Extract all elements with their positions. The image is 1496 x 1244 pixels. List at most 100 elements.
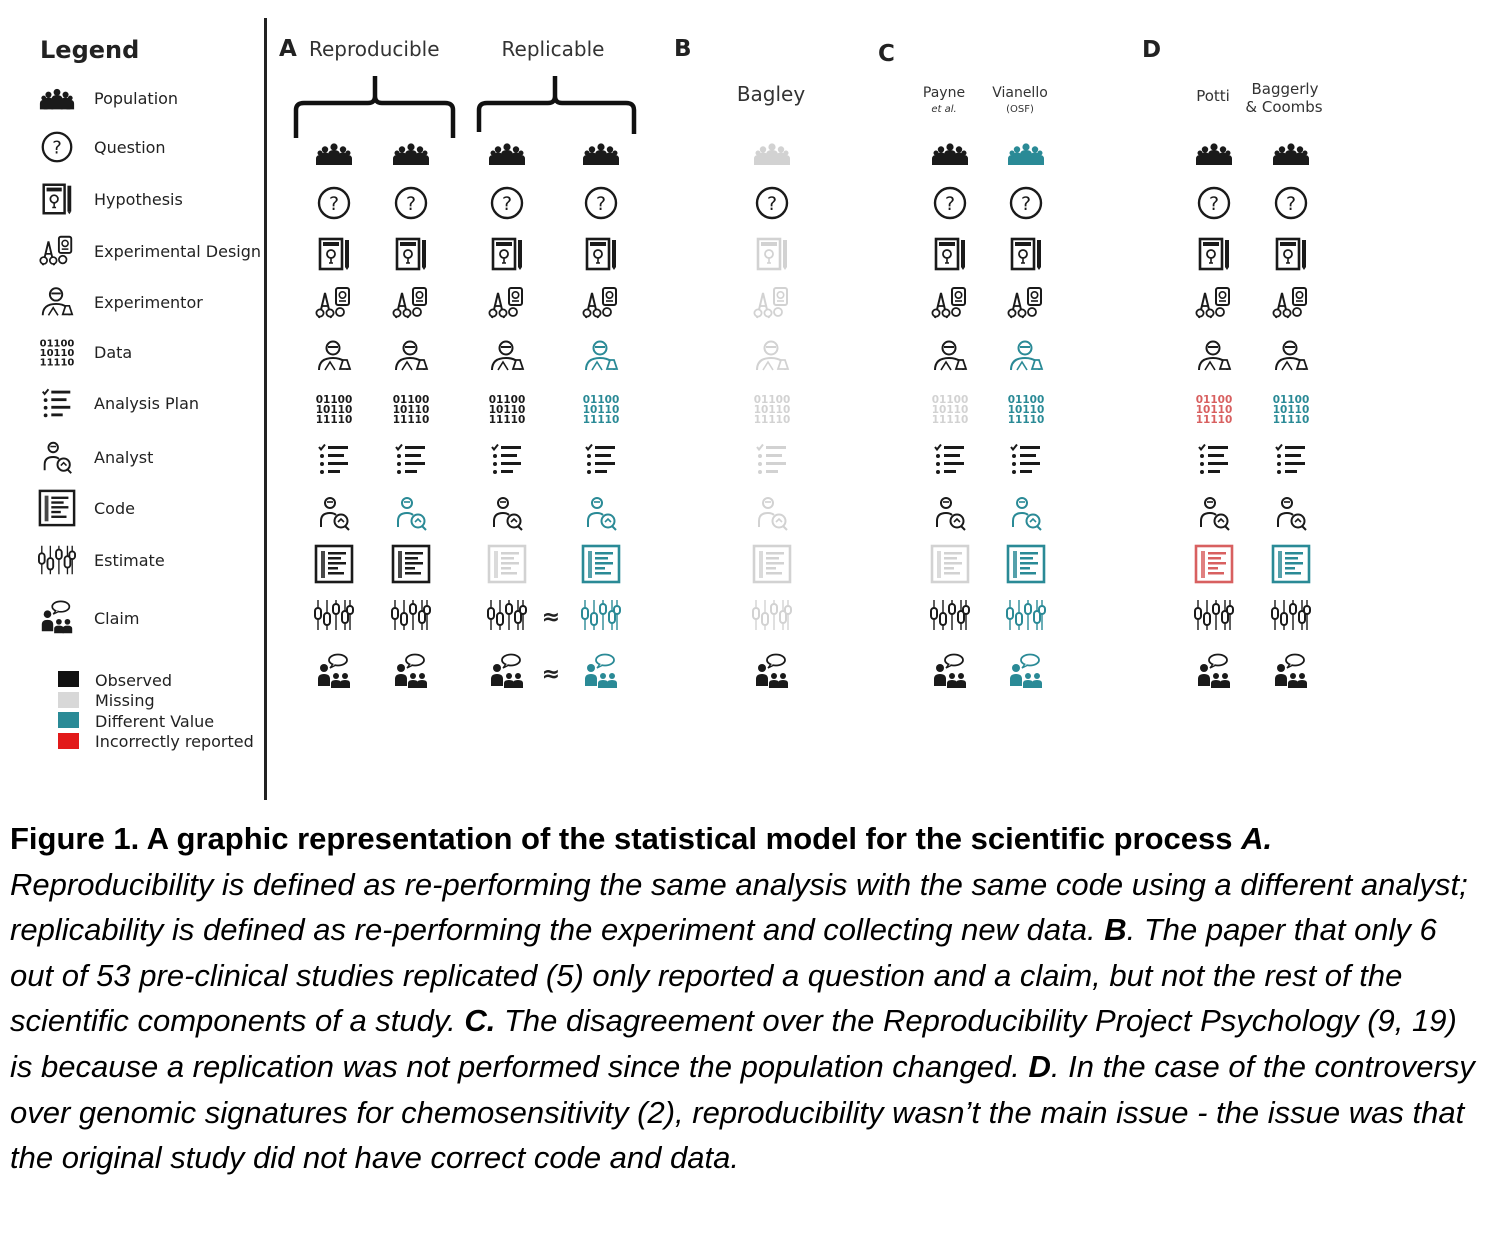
D-baggerly-question-icon [1274,186,1308,220]
A-repro-1-claim-icon [317,653,351,689]
legend-label-hypothesis: Hypothesis [94,190,183,209]
status-swatch-observed [58,671,79,687]
legend-divider [264,18,267,800]
caption-label-a: A. [1241,821,1273,856]
A-repl-1-estimate-icon [487,599,527,631]
A-repro-2-experimental-design-icon [392,287,427,319]
legend-label-analysis-plan: Analysis Plan [94,394,199,413]
caption-figure-label: Figure 1. [10,821,140,856]
D-baggerly-data-icon [1272,394,1310,426]
caption-text-c: The disagreement over the Reproducibilit… [10,1003,1457,1084]
column-C-payne [930,143,970,689]
approx-symbols: ≈ ≈ [542,605,560,687]
panel-d-column-potti: Potti [1196,87,1230,105]
A-repro-2-estimate-icon [391,599,431,631]
A-repro-1-population-icon [316,143,352,165]
A-repro-1-hypothesis-icon [318,237,351,272]
A-repl-2-hypothesis-icon [585,237,618,272]
A-repl-2-analysis-plan-icon [585,443,616,475]
D-baggerly-experimental-design-icon [1272,287,1307,319]
legend-label-data: Data [94,343,132,362]
C-payne-code-icon [930,544,970,584]
C-vianello-analysis-plan-icon [1010,443,1041,475]
D-potti-estimate-icon [1194,599,1234,631]
column-A-repro-1 [314,143,354,689]
A-repro-1-code-icon [314,544,354,584]
column-A-repl-2 [581,143,621,689]
A-repl-1-hypothesis-icon [491,237,524,272]
D-potti-hypothesis-icon [1198,237,1231,272]
panel-d-header: D Potti Baggerly & Coombs [1142,37,1323,116]
A-repl-2-population-icon [583,143,619,165]
A-repro-2-experimentor-icon [395,340,428,371]
replicable-brace [476,76,637,134]
D-potti-claim-icon [1197,653,1231,689]
D-potti-question-icon [1197,186,1231,220]
panel-d-letter: D [1142,37,1161,63]
caption-label-b: B [1104,912,1127,948]
panel-b-column-bagley: Bagley [737,82,806,106]
column-B-bagley [752,143,792,689]
panel-c-header: C Payne et al. Vianello (OSF) [878,41,1048,115]
scientific-process-diagram: ? 01100 10110 [38,18,1323,800]
A-repro-1-experimentor-icon [318,340,351,371]
status-label-missing: Missing [95,691,155,710]
C-vianello-data-icon [1007,394,1045,426]
legend-label-experimentor: Experimentor [94,293,203,312]
component-grid [314,143,1311,689]
D-potti-experimental-design-icon [1195,287,1230,319]
C-payne-question-icon [933,186,967,220]
C-payne-analysis-plan-icon [934,443,965,475]
panel-b-header: B Bagley [674,36,805,106]
A-repro-2-claim-icon [394,653,428,689]
legend-experimentor-icon [41,287,74,317]
status-swatch-missing [58,692,79,708]
panel-c-column-vianello: Vianello [992,85,1048,101]
legend-label-question: Question [94,138,166,157]
A-repro-2-code-icon [391,544,431,584]
C-payne-experimentor-icon [934,340,967,371]
B-bagley-population-icon [754,143,790,165]
status-key: Observed Missing Different Value Incorre… [58,671,254,751]
A-repro-1-analysis-plan-icon [318,443,349,475]
C-payne-population-icon [932,143,968,165]
A-repro-1-estimate-icon [314,599,354,631]
B-bagley-analyst-icon [758,497,788,531]
C-vianello-code-icon [1006,544,1046,584]
legend-estimate-icon [38,544,77,576]
D-potti-analyst-icon [1200,497,1230,531]
legend-code-icon [38,489,76,527]
B-bagley-code-icon [752,544,792,584]
legend-title: Legend [40,36,139,64]
legend-population-icon [39,88,75,110]
D-potti-population-icon [1196,143,1232,165]
legend-data-icon [39,338,75,369]
legend-hypothesis-icon [42,183,73,216]
B-bagley-experimental-design-icon [753,287,788,319]
A-repl-1-population-icon [489,143,525,165]
caption-label-d: D [1028,1048,1051,1084]
panel-a-letter: A [279,36,297,62]
B-bagley-claim-icon [755,653,789,689]
C-vianello-experimental-design-icon [1007,287,1042,319]
panel-c-column-payne: Payne [923,85,965,101]
C-vianello-claim-icon [1009,653,1043,689]
A-repl-2-code-icon [581,544,621,584]
panel-a-header: A Reproducible Replicable [279,36,637,138]
A-repro-2-question-icon [394,186,428,220]
legend-analysis-plan-icon [41,388,72,419]
D-baggerly-estimate-icon [1271,599,1311,631]
D-baggerly-claim-icon [1274,653,1308,689]
A-repl-2-estimate-icon [581,599,621,631]
B-bagley-data-icon [753,394,791,426]
C-payne-data-icon [931,394,969,426]
panel-c-column-vianello-sub: (OSF) [1006,104,1034,115]
legend-label-experimental-design: Experimental Design [94,242,261,261]
legend-label-claim: Claim [94,609,139,628]
A-repro-2-population-icon [393,143,429,165]
legend-label-estimate: Estimate [94,551,165,570]
A-repro-2-data-icon [392,394,430,426]
A-repl-1-data-icon [488,394,526,426]
C-vianello-population-icon [1008,143,1044,165]
A-repro-2-analysis-plan-icon [395,443,426,475]
